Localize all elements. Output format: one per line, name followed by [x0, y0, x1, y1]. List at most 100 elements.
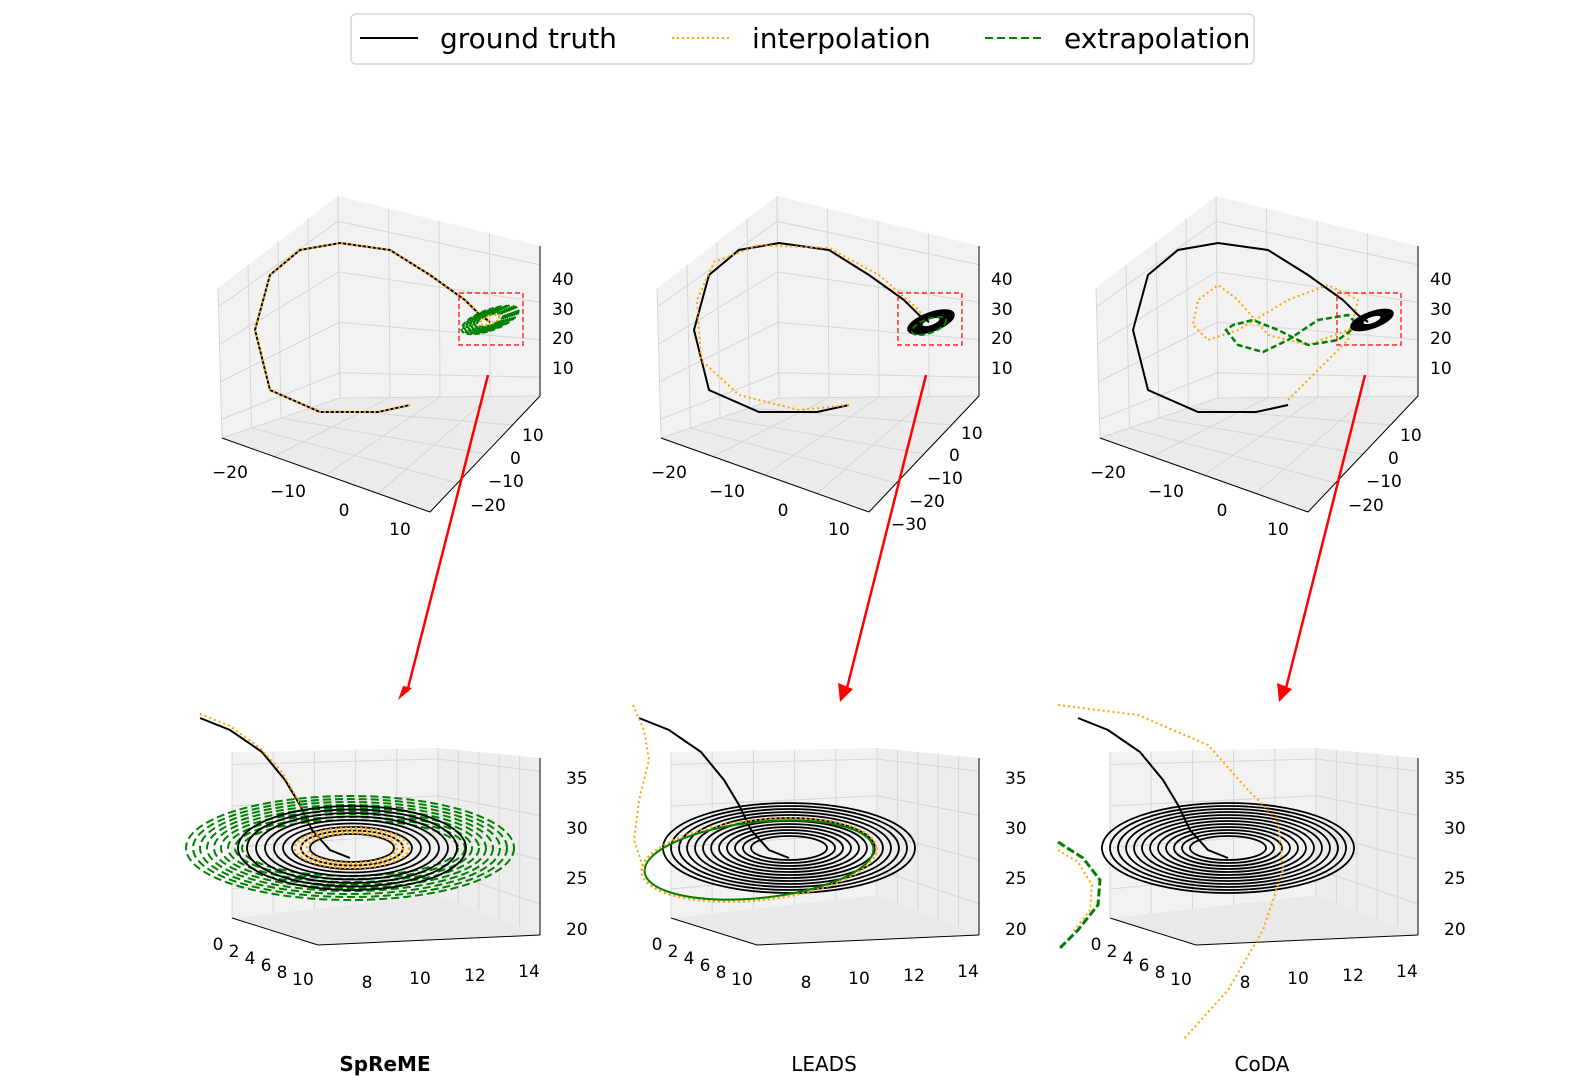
z-tick-label: 30 [552, 300, 574, 320]
left-grid-h [221, 372, 340, 420]
z-tick-label: 30 [991, 300, 1013, 320]
x-tick-label: −10 [709, 482, 745, 502]
y-tick-label: 10 [961, 424, 983, 444]
extrapolation-loop [206, 804, 494, 892]
extrapolation-loop [185, 795, 515, 901]
x-axis-line [1099, 437, 1309, 513]
back-grid-v [877, 220, 880, 398]
ground-truth-tail [1077, 717, 1229, 859]
z-tick-label: 10 [552, 359, 574, 379]
ground-truth-loop [264, 815, 440, 881]
z-tick-label: 20 [1444, 920, 1466, 940]
left-grid-h [658, 271, 779, 345]
y-tick-label: −10 [1366, 472, 1402, 492]
x-axis-line [660, 437, 870, 513]
floor-grid-b [764, 396, 880, 476]
x-axis-line [670, 917, 758, 946]
right-grid-h [1315, 758, 1419, 772]
back-grid-h [776, 372, 980, 378]
floor-grid-b [1203, 396, 1319, 476]
extrapolation-loop [460, 304, 520, 336]
left-grid-h [659, 321, 779, 383]
zoom-arrowhead-spreme [398, 686, 412, 700]
extrapolation-loop [470, 309, 510, 331]
interpolation-loop [293, 826, 411, 870]
x-tick-label: 2 [668, 942, 679, 962]
left-grid-h [1098, 321, 1218, 383]
right-grid-h [876, 868, 980, 905]
z-tick-label: 30 [1430, 300, 1452, 320]
zoom-arrowhead-coda [1277, 683, 1292, 702]
ground-truth-loop [1149, 820, 1307, 876]
interpolation-core [479, 313, 501, 327]
x-tick-label: 0 [1217, 501, 1228, 521]
back-grid-h [337, 372, 541, 378]
back-grid-h [776, 321, 980, 341]
left-grid-h [660, 372, 779, 420]
back-grid-v [438, 220, 441, 398]
back-grid-h [1215, 220, 1419, 266]
floor-grid-b [377, 396, 491, 494]
extrapolation-loop [475, 312, 505, 328]
ground-truth-loop [1181, 832, 1275, 864]
left-grid-v [776, 195, 780, 399]
z-tick-label: 30 [566, 819, 588, 839]
extrapolation-line [1056, 840, 1102, 952]
y-tick-label: 10 [409, 969, 431, 989]
back-grid-h [670, 758, 878, 765]
ground-truth-loop [734, 829, 844, 867]
back-grid-h [1215, 321, 1419, 341]
legend-interpolation-label: interpolation [752, 22, 931, 55]
left-grid-h [218, 220, 339, 308]
zoom-arrows [398, 374, 1367, 702]
z-tick-label: 30 [1005, 819, 1027, 839]
z-tick-label: 25 [1005, 869, 1027, 889]
floor-pane [671, 895, 979, 945]
y-axis-line [1307, 395, 1419, 513]
left-grid-h [220, 321, 340, 383]
back-grid-h [1215, 271, 1419, 303]
back-grid-v [388, 208, 391, 398]
zoom-arrow-coda [1283, 374, 1367, 693]
y-tick-label: 14 [518, 962, 540, 982]
back-grid-h [670, 832, 878, 848]
extrapolation-loop [199, 801, 501, 895]
left-grid-h [657, 220, 778, 308]
x-tick-label: 10 [1267, 520, 1289, 540]
y-axis-line [317, 934, 541, 946]
interpolation-tail [199, 713, 313, 829]
x-tick-label: 0 [339, 501, 350, 521]
method-label-spreme: SpReME [339, 1052, 430, 1076]
y-tick-label: −10 [488, 472, 524, 492]
right-grid-h [437, 795, 541, 817]
left-grid-h [1097, 271, 1218, 345]
zoom-box [458, 292, 524, 346]
interpolation-line [1057, 704, 1285, 1041]
x-tick-label: 0 [652, 935, 663, 955]
z-tick-label: 40 [991, 270, 1013, 290]
interpolation-line-2 [1057, 849, 1094, 933]
z-tick-label: 25 [1444, 869, 1466, 889]
x-axis-line [221, 437, 431, 513]
y-tick-label: −20 [909, 492, 945, 512]
back-grid-h [1109, 832, 1317, 848]
x-tick-label: −20 [1090, 463, 1126, 483]
back-grid-h [1109, 868, 1317, 890]
floor-grid-a [1188, 407, 1391, 426]
y-tick-label: 12 [903, 966, 925, 986]
ground-truth-loop [750, 835, 828, 861]
y-tick-label: −20 [470, 496, 506, 516]
back-grid-h [337, 220, 541, 266]
back-grid-v [1316, 220, 1319, 398]
z-tick-label: 25 [566, 869, 588, 889]
left-grid-v [1125, 264, 1130, 429]
x-tick-label: 6 [1139, 956, 1150, 976]
y-tick-label: 10 [522, 426, 544, 446]
ground-truth-loop [1157, 823, 1299, 873]
ground-truth-loop [907, 309, 955, 335]
z-tick-label: 20 [991, 329, 1013, 349]
interpolation-tail [632, 704, 651, 871]
floor-pane [222, 396, 540, 512]
ground-truth-loop [670, 805, 908, 891]
